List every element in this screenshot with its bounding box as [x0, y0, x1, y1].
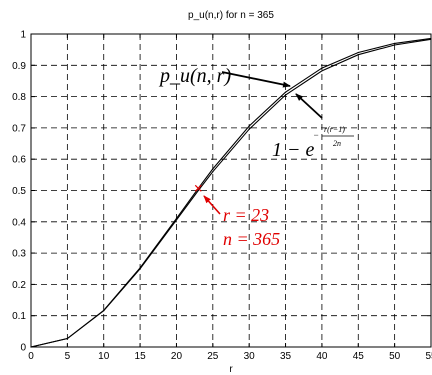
x-tick-label: 35	[280, 351, 292, 362]
exp-label: 1 − e	[272, 139, 314, 161]
data-point	[357, 51, 359, 54]
annotations: p_u(n, r) 1 − e r(r−1) 2n − r = 23 n = 365	[158, 65, 354, 249]
marker-n-label: n = 365	[223, 229, 280, 249]
x-tick-label: 55	[425, 351, 432, 362]
data-point	[175, 219, 178, 221]
exp-label-minus: −	[313, 130, 319, 140]
data-point	[284, 94, 287, 96]
y-tick-label: 0.6	[12, 155, 26, 166]
x-tick-label: 30	[244, 351, 256, 362]
y-tick-label: 0.4	[12, 217, 26, 228]
y-tick-label: 0.1	[12, 311, 26, 322]
x-axis-label: r	[229, 364, 233, 375]
series	[30, 37, 432, 348]
data-point	[321, 67, 323, 69]
x-tick-label: 20	[171, 351, 183, 362]
y-tick-label: 0	[20, 343, 26, 354]
exp-arrow	[295, 93, 323, 119]
exp-label-denominator: 2n	[333, 139, 341, 148]
y-tick-label: 0.3	[12, 249, 26, 260]
y-tick-label: 0.2	[12, 280, 26, 291]
y-tick-label: 0.9	[12, 61, 26, 72]
y-tick-label: 1	[20, 30, 26, 41]
data-point	[394, 44, 396, 46]
data-point	[139, 268, 141, 270]
pu-arrow	[221, 71, 291, 88]
data-point	[103, 310, 105, 312]
x-tick-label: 10	[98, 351, 110, 362]
marker-arrow	[203, 195, 221, 215]
x-tick-label: 45	[353, 351, 365, 362]
data-point	[394, 42, 396, 44]
data-point	[321, 70, 323, 72]
chart-title: p_u(n,r) for n = 365	[188, 10, 274, 21]
x-tick-label: 15	[135, 351, 147, 362]
data-point	[197, 189, 199, 192]
data-point	[284, 91, 287, 93]
x-tick-label: 50	[389, 351, 401, 362]
x-tick-label: 5	[65, 351, 71, 362]
x-tick-label: 25	[207, 351, 219, 362]
y-tick-label: 0.7	[12, 123, 26, 134]
grid	[31, 34, 431, 347]
plot-frame	[30, 33, 432, 348]
data-point	[212, 171, 214, 173]
y-tick-label: 0.5	[12, 186, 26, 197]
y-tick-label: 0.8	[12, 92, 26, 103]
marker-point	[194, 184, 202, 192]
data-point	[66, 337, 68, 340]
data-point	[248, 125, 250, 127]
data-point	[248, 128, 250, 130]
data-point	[212, 168, 214, 170]
pu-label: p_u(n, r)	[158, 65, 231, 87]
x-tick-label: 0	[28, 351, 34, 362]
ticks: 0 5 10 15 20 25 30 35 40 45 50 55 0 0.1 0.2 0.3 0.4 0.5 0.…	[12, 30, 432, 363]
x-tick-label: 40	[316, 351, 328, 362]
marker-r-label: r = 23	[223, 205, 269, 225]
data-point	[357, 54, 359, 56]
exp-label-numerator: r(r−1)	[324, 125, 345, 134]
